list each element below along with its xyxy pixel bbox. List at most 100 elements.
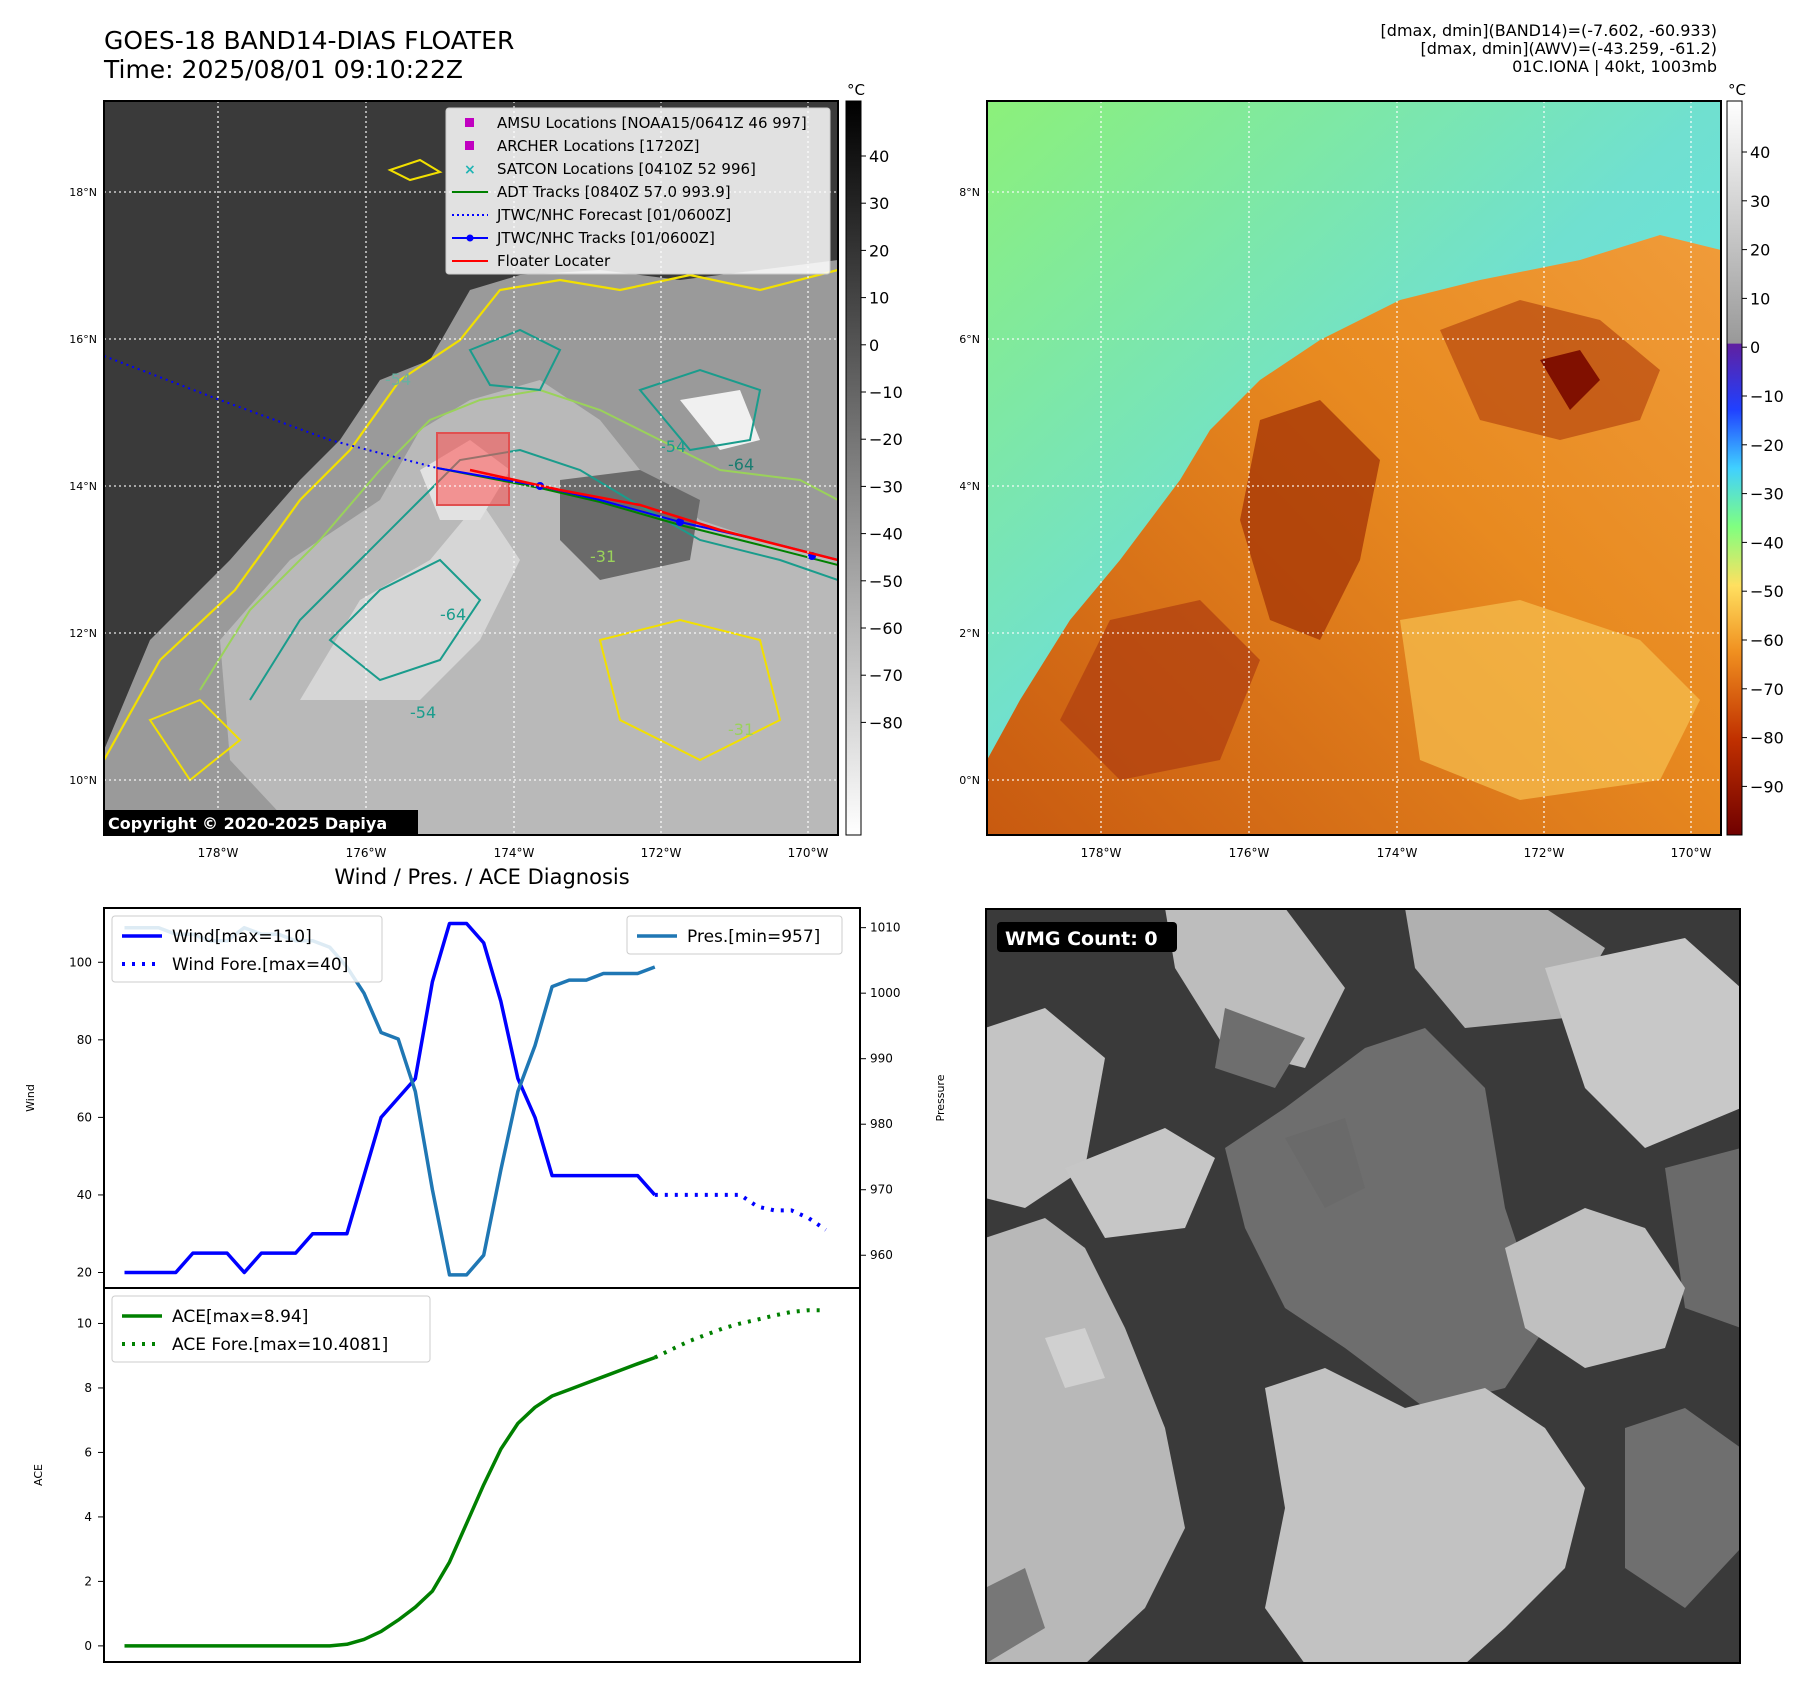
dias-colorbar-tick: −10 [1750,387,1784,406]
wind-tick-label: 80 [77,1033,92,1047]
ace-tick-label: 0 [84,1639,92,1653]
copyright-label: Copyright © 2020-2025 Dapiya [108,814,387,833]
dias-colorbar-tick: 0 [1750,338,1760,357]
diagnosis-chart: 20 40 60 80 100 960 970 980 990 1000 1010 0 2 4 6 8 10 Wi… [24,907,947,1663]
info-storm: 01C.IONA | 40kt, 1003mb [1512,57,1717,76]
lat-label: 14°N [960,480,980,493]
ir-colorbar-tick: 20 [869,241,889,260]
dias-colorbar-tick: −30 [1750,485,1784,504]
legend-entry: ACE[max=8.94] [172,1307,308,1327]
legend-item-tracks: JTWC/NHC Tracks [01/0600Z] [496,229,715,247]
ace-legend: ACE[max=8.94] ACE Fore.[max=10.4081] [111,1295,431,1363]
ace-line [124,1355,656,1648]
svg-text:×: × [464,162,476,178]
wind-legend: Wind[max=110] Wind Fore.[max=40] [111,915,383,983]
lon-label: 172°W [641,846,682,860]
wind-tick-label: 20 [77,1265,92,1279]
legend-item-satcon: SATCON Locations [0410Z 52 996] [497,160,756,178]
floater-box [436,432,510,506]
dias-colorbar-tick: 10 [1750,289,1770,308]
info-awv: [dmax, dmin](AWV)=(-43.259, -61.2) [1420,39,1717,58]
ir-colorbar-unit: °C [847,81,865,99]
dias-colorbar-tick: −70 [1750,680,1784,699]
ir-colorbar-tick: 30 [869,194,889,213]
diagnostic-info: [dmax, dmin](BAND14)=(-7.602, -60.933) [… [1381,22,1717,76]
pressure-tick-label: 960 [870,1248,893,1262]
contour-label: -31 [590,547,616,566]
wind-axis-label: Wind [24,1084,37,1112]
contour-label: -31 [728,720,754,739]
lon-label: 170°W [1671,846,1712,860]
floater-locater-track [469,468,838,562]
legend-item-adt: ADT Tracks [0840Z 57.0 993.9] [497,183,731,201]
ir-colorbar-tick: 0 [869,336,879,355]
lon-label: 178°W [198,846,239,860]
lon-label: 174°W [494,846,535,860]
contour-label: -64 [440,605,466,624]
ir-colorbar-tick: −50 [869,572,903,591]
lat-label: 16°N [960,333,980,346]
ir-colorbar-tick: −30 [869,477,903,496]
wind-forecast-line [654,1192,827,1232]
lat-label: 10°N [69,774,97,787]
info-band14: [dmax, dmin](BAND14)=(-7.602, -60.933) [1380,21,1717,40]
ir-colorbar-tick: 10 [869,289,889,308]
legend-item-forecast: JTWC/NHC Forecast [01/0600Z] [496,206,731,224]
pressure-axis-label: Pressure [934,1074,947,1121]
lat-label: 12°N [960,627,980,640]
legend-entry: Pres.[min=957] [687,927,820,947]
wind-tick-label: 40 [77,1188,92,1202]
wind-line [124,921,657,1275]
ace-tick-label: 6 [84,1445,92,1459]
dias-colorbar-tick: −60 [1750,631,1784,650]
lat-label: 12°N [69,627,97,640]
ir-colorbar-tick: −70 [869,666,903,685]
figure-title-line2: Time: 2025/08/01 09:10:22Z [104,55,463,84]
ace-axis-label: ACE [32,1464,45,1486]
dias-colorbar-tick: −50 [1750,582,1784,601]
dias-colorbar-tick: 20 [1750,241,1770,260]
legend-item-archer: ARCHER Locations [1720Z] [497,137,700,155]
ir-colorbar-tick: −20 [869,430,903,449]
wmg-count-badge [997,922,1177,952]
ace-tick-label: 10 [77,1316,92,1330]
lat-label: 18°N [69,186,97,199]
ir-colorbar-tick: −40 [869,525,903,544]
pressure-tick-label: 980 [870,1117,893,1131]
dias-panel: 18°N 16°N 14°N 12°N 10°N 178°W 176°W 174… [960,81,1784,860]
dias-colorbar-tick: −90 [1750,777,1784,796]
lon-label: 174°W [1377,846,1418,860]
legend-entry: Wind[max=110] [172,927,312,947]
chart-axes: 20 40 60 80 100 960 970 980 990 1000 1010 0 2 4 6 8 10 Wi… [24,907,947,1663]
pressure-tick-label: 1000 [870,986,901,1000]
dias-colorbar-unit: °C [1728,81,1746,99]
contour-label: -54 [660,437,686,456]
dias-colorbar-tick: −20 [1750,436,1784,455]
ace-tick-label: 8 [84,1381,92,1395]
ir-colorbar-tick: −10 [869,383,903,402]
ir-colorbar-tick: −80 [869,713,903,732]
lat-label: 18°N [960,186,980,199]
contour-label: -54 [385,370,411,389]
wind-tick-label: 60 [77,1110,92,1124]
ace-tick-label: 2 [84,1574,92,1588]
diagnosis-chart-title: Wind / Pres. / ACE Diagnosis [334,865,630,889]
ace-forecast-line [653,1308,826,1360]
lon-label: 176°W [1229,846,1270,860]
figure-title-line1: GOES-18 BAND14-DIAS FLOATER [104,26,515,55]
adt-track [436,467,838,566]
dias-colorbar-tick: −80 [1750,729,1784,748]
dias-colorbar [1726,100,1743,836]
wind-tick-label: 100 [69,955,92,969]
lon-label: 178°W [1081,846,1122,860]
lon-label: 170°W [788,846,829,860]
legend-entry: ACE Fore.[max=10.4081] [172,1335,388,1355]
legend-item-amsu: AMSU Locations [NOAA15/0641Z 46 997] [497,114,807,132]
wmg-panel: WMG Count: 0 [985,908,1741,1664]
dias-colorbar-tick: −40 [1750,533,1784,552]
legend-item-floater: Floater Locater [497,252,611,270]
lon-label: 172°W [1524,846,1565,860]
pressure-tick-label: 990 [870,1052,893,1066]
ace-tick-label: 4 [84,1510,92,1524]
ir-colorbar [845,100,862,836]
